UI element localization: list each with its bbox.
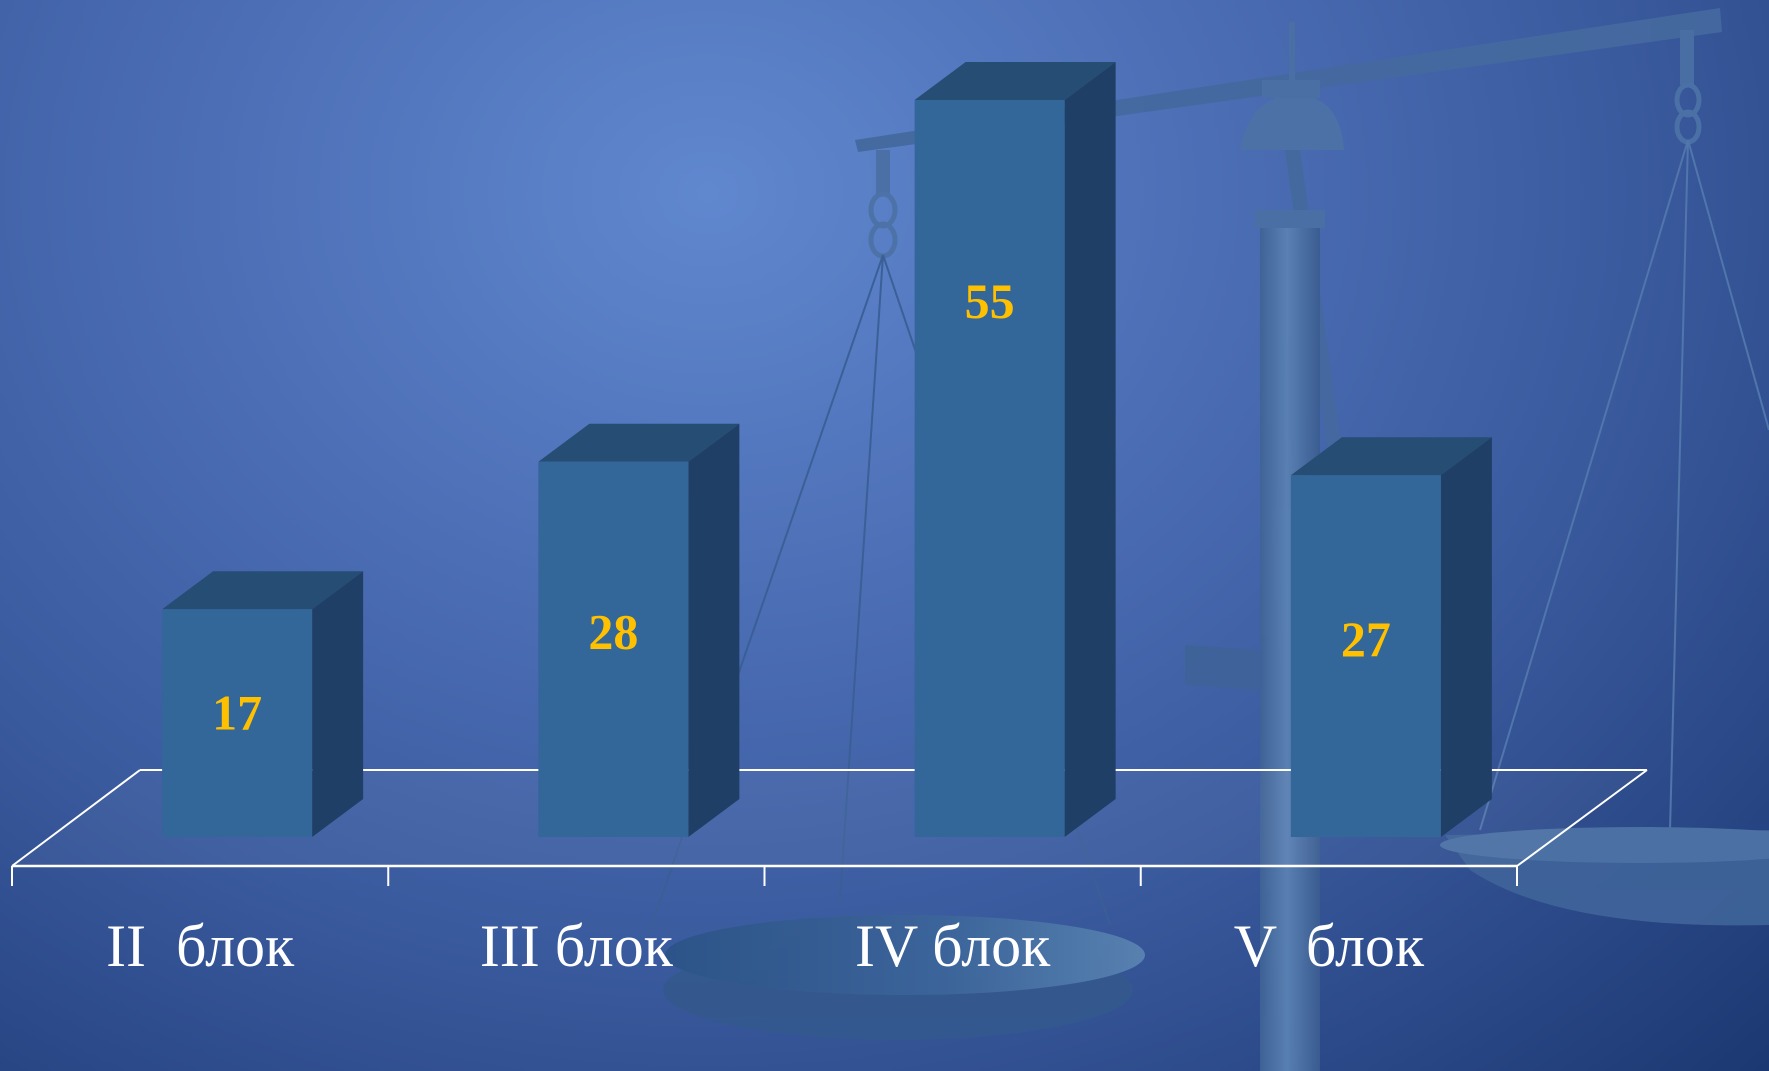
bar [1290, 437, 1492, 837]
bar-side [312, 571, 364, 837]
category-labels: II блок III блок IV блок V блок [106, 913, 1425, 979]
bar-top [162, 571, 364, 610]
bar-value-label: 55 [965, 273, 1015, 329]
bar-top [914, 62, 1116, 100]
bar-side [1064, 62, 1116, 837]
bar-front [538, 461, 689, 837]
bar-front [1290, 475, 1441, 837]
bar [538, 423, 740, 837]
bar [914, 62, 1116, 837]
bar-side [688, 423, 740, 837]
category-label: IV блок [855, 913, 1051, 979]
bar-value-label: 28 [588, 604, 638, 660]
x-axis-ticks [11, 866, 1518, 886]
bar [162, 571, 364, 837]
bar-value-label: 27 [1341, 611, 1391, 667]
balance-scale-illustration [649, 8, 1769, 1071]
bar-value-label: 17 [212, 685, 262, 741]
category-label: III блок [480, 913, 674, 979]
bar-top [1290, 437, 1492, 476]
value-labels: 17 28 55 27 [212, 273, 1391, 741]
category-label: II блок [106, 913, 295, 979]
bar-series [162, 62, 1492, 837]
bar-side [1440, 437, 1492, 837]
bar-front [914, 100, 1065, 837]
bar-front [162, 609, 313, 837]
category-label: V блок [1234, 913, 1425, 979]
chart-floor [11, 769, 1648, 886]
bar-top [538, 423, 740, 462]
